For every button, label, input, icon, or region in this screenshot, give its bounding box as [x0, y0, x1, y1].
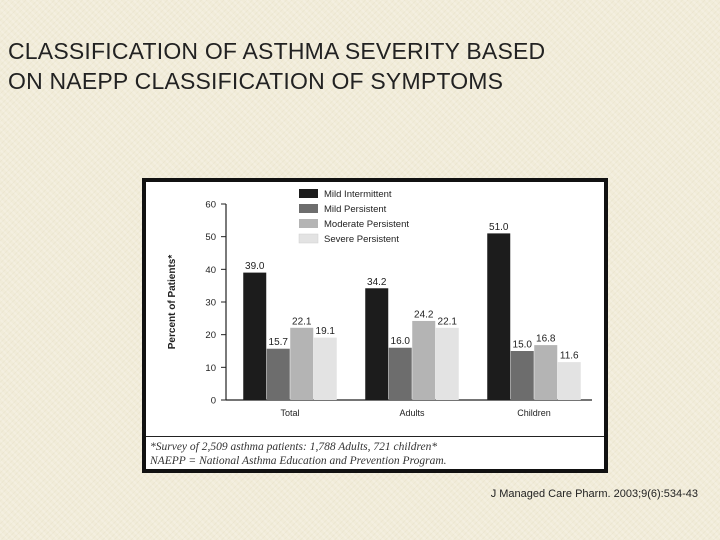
data-label-total-moderate-persistent: 22.1 [292, 316, 312, 327]
legend-swatch-severe-persistent [298, 233, 319, 244]
bar-children-severe-persistent [557, 362, 581, 400]
y-tick-label-10: 10 [205, 363, 216, 374]
legend-label-mild-persistent: Mild Persistent [324, 204, 387, 215]
bar-adults-severe-persistent [435, 327, 459, 400]
chart-panel: 0 10 20 30 40 50 60 Percent of Patients* 39.0 15.… [146, 182, 604, 469]
slide-title-line-2: ON NAEPP CLASSIFICATION OF SYMPTOMS [8, 68, 504, 94]
legend-swatch-mild-intermittent [299, 189, 318, 198]
chart-figure: 0 10 20 30 40 50 60 Percent of Patients* 39.0 15.… [142, 178, 608, 473]
citation: J Managed Care Pharm. 2003;9(6):534-43 [490, 488, 698, 500]
y-tick-label-0: 0 [211, 396, 216, 407]
bar-adults-moderate-persistent [412, 320, 436, 400]
data-label-adults-mild-persistent: 16.0 [391, 336, 411, 347]
data-label-children-moderate-persistent: 16.8 [536, 334, 556, 345]
data-label-total-severe-persistent: 19.1 [316, 326, 336, 337]
y-axis-label: Percent of Patients* [167, 255, 178, 350]
data-label-adults-severe-persistent: 22.1 [438, 316, 458, 327]
data-label-children-severe-persistent: 11.6 [560, 351, 579, 362]
data-label-total-mild-intermittent: 39.0 [245, 261, 265, 272]
bar-adults-mild-intermittent [365, 288, 389, 400]
footnote-survey: *Survey of 2,509 asthma patients: 1,788 … [150, 441, 438, 453]
x-tick-label-children: Children [517, 408, 551, 418]
legend-label-moderate-persistent: Moderate Persistent [324, 219, 409, 230]
x-tick-label-adults: Adults [399, 408, 425, 418]
legend-swatch-moderate-persistent [299, 219, 318, 228]
bar-total-mild-intermittent [243, 272, 267, 400]
bar-adults-mild-persistent [388, 347, 412, 400]
chart-footnote: *Survey of 2,509 asthma patients: 1,788 … [146, 436, 604, 469]
footnote-naepp: NAEPP = National Asthma Education and Pr… [150, 455, 447, 467]
data-label-children-mild-persistent: 15.0 [513, 340, 533, 351]
data-label-total-mild-persistent: 15.7 [269, 337, 289, 348]
y-tick-label-50: 50 [205, 232, 216, 243]
y-tick-label-40: 40 [205, 265, 216, 276]
slide-title-line-1: CLASSIFICATION OF ASTHMA SEVERITY BASED [8, 38, 546, 64]
bar-total-mild-persistent [266, 348, 290, 400]
legend-label-severe-persistent: Severe Persistent [324, 234, 399, 245]
y-tick-label-20: 20 [205, 330, 216, 341]
x-tick-label-total: Total [280, 408, 299, 418]
data-label-children-mild-intermittent: 51.0 [489, 222, 509, 233]
bar-total-moderate-persistent [290, 327, 314, 400]
bar-total-severe-persistent [313, 337, 337, 400]
slide-title: CLASSIFICATION OF ASTHMA SEVERITY BASED … [8, 36, 708, 96]
y-tick-label-30: 30 [205, 298, 216, 309]
bar-chart: 0 10 20 30 40 50 60 Percent of Patients* 39.0 15.… [167, 189, 592, 418]
legend-label-mild-intermittent: Mild Intermittent [324, 189, 392, 200]
legend-swatch-mild-persistent [299, 204, 318, 213]
y-tick-label-60: 60 [205, 200, 216, 211]
bar-children-mild-intermittent [487, 233, 511, 400]
bar-children-mild-persistent [510, 351, 534, 400]
bar-children-moderate-persistent [534, 345, 558, 400]
data-label-adults-mild-intermittent: 34.2 [367, 277, 387, 288]
data-label-adults-moderate-persistent: 24.2 [414, 309, 434, 320]
